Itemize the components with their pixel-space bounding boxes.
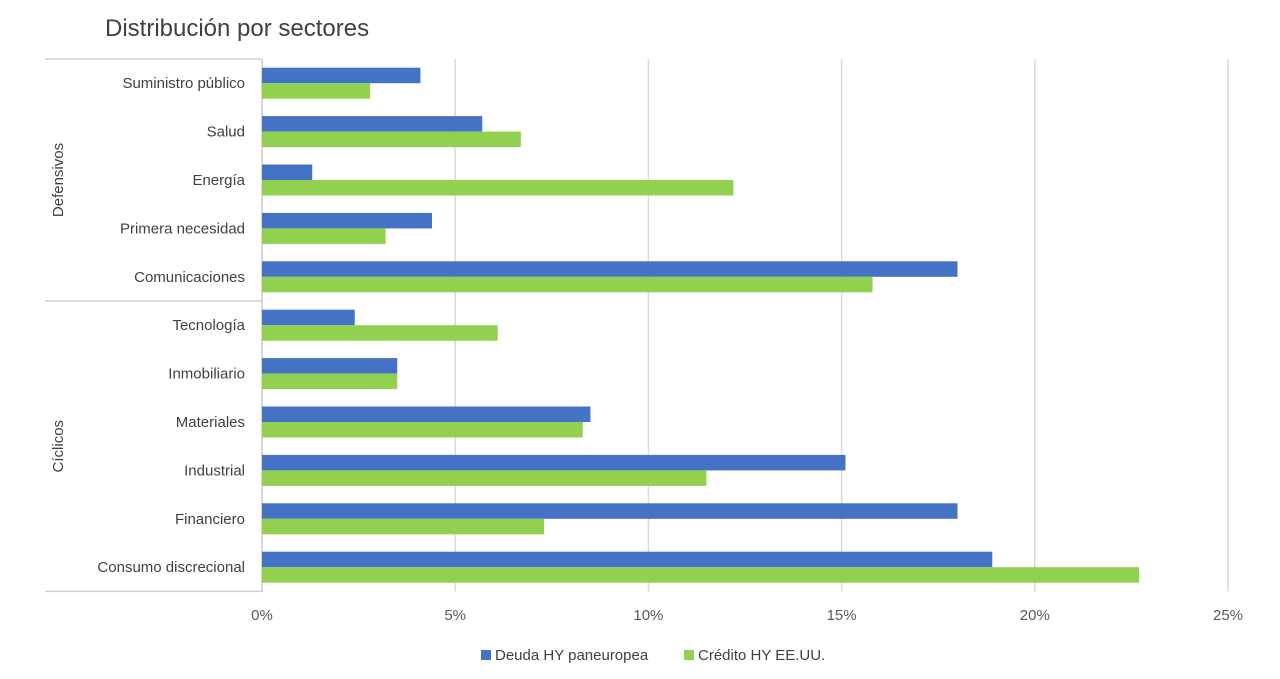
bar-credito bbox=[262, 470, 707, 486]
bar-credito bbox=[262, 422, 583, 438]
bars bbox=[262, 67, 1140, 583]
bar-credito bbox=[262, 373, 398, 390]
bar-deuda bbox=[262, 164, 313, 180]
category-label: Energía bbox=[192, 172, 245, 189]
category-label: Salud bbox=[207, 124, 245, 141]
category-label: Financiero bbox=[175, 511, 245, 528]
x-tick-labels: 0% 5% 10% 15% 20% 25% bbox=[251, 607, 1243, 624]
group-labels: Defensivos Cíclicos bbox=[50, 143, 67, 473]
bar-deuda bbox=[262, 261, 958, 277]
bar-deuda bbox=[262, 212, 433, 229]
x-tick-label: 15% bbox=[827, 607, 857, 624]
legend-swatch bbox=[481, 650, 491, 660]
x-tick-label: 10% bbox=[633, 607, 663, 624]
x-tick-label: 25% bbox=[1213, 607, 1243, 624]
category-label: Materiales bbox=[176, 414, 245, 431]
bar-credito bbox=[262, 83, 371, 99]
bar-deuda bbox=[262, 551, 993, 568]
group-label: Cíclicos bbox=[50, 420, 67, 473]
bar-deuda bbox=[262, 454, 846, 471]
bar-deuda bbox=[262, 406, 591, 422]
x-tick-label: 20% bbox=[1020, 607, 1050, 624]
bar-deuda bbox=[262, 67, 421, 84]
category-label: Industrial bbox=[184, 462, 245, 479]
bar-credito bbox=[262, 276, 873, 293]
bar-credito bbox=[262, 131, 521, 148]
bar-deuda bbox=[262, 503, 958, 519]
category-label: Consumo discrecional bbox=[97, 559, 245, 576]
group-label: Defensivos bbox=[50, 143, 67, 217]
chart-title: Distribución por sectores bbox=[105, 15, 369, 42]
bar-deuda bbox=[262, 116, 483, 132]
legend: Deuda HY paneuropea Crédito HY EE.UU. bbox=[481, 647, 825, 664]
x-tick-label: 5% bbox=[444, 607, 466, 624]
bar-deuda bbox=[262, 358, 398, 374]
bar-credito bbox=[262, 567, 1140, 583]
category-label: Primera necesidad bbox=[120, 220, 245, 237]
gridlines bbox=[45, 58, 1229, 593]
legend-label: Crédito HY EE.UU. bbox=[698, 647, 825, 664]
legend-label: Deuda HY paneuropea bbox=[495, 647, 649, 664]
bar-credito bbox=[262, 180, 734, 196]
category-label: Inmobiliario bbox=[168, 366, 245, 383]
bar-credito bbox=[262, 325, 498, 341]
legend-swatch bbox=[684, 650, 694, 660]
category-labels: Suministro público Salud Energía Primera ne… bbox=[97, 75, 245, 576]
bar-credito bbox=[262, 228, 386, 244]
bar-credito bbox=[262, 518, 545, 535]
category-label: Tecnología bbox=[172, 317, 245, 334]
category-label: Comunicaciones bbox=[134, 269, 245, 286]
bar-deuda bbox=[262, 309, 355, 326]
category-label: Suministro público bbox=[122, 75, 245, 92]
x-tick-label: 0% bbox=[251, 607, 273, 624]
